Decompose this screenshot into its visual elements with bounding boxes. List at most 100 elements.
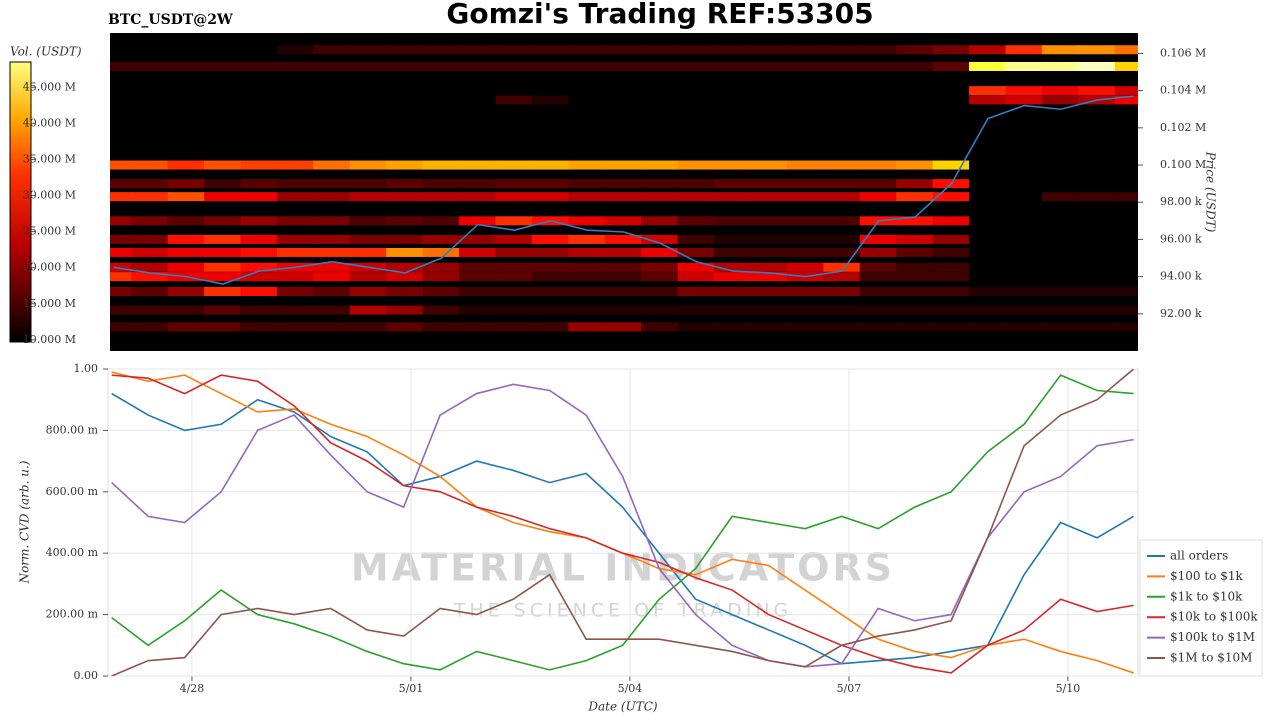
heatmap-cell: [1041, 192, 1080, 202]
heatmap-cell: [1041, 95, 1080, 105]
heatmap-cell: [641, 234, 679, 244]
heatmap-cell: [240, 305, 279, 315]
heatmap-cell: [714, 262, 752, 272]
heatmap-cell: [240, 95, 279, 105]
heatmap-cell: [786, 160, 825, 170]
heatmap-cell: [204, 272, 242, 282]
heatmap-cell: [386, 234, 424, 244]
heatmap-cell: [1041, 305, 1080, 315]
heatmap-cell: [859, 262, 898, 272]
heatmap-cell: [531, 45, 570, 55]
x-tick-label: 5/10: [1056, 682, 1081, 695]
heatmap-cell: [131, 192, 169, 202]
legend-label: $10k to $100k: [1170, 610, 1258, 624]
heatmap-cell: [386, 216, 424, 226]
heatmap-cell: [531, 179, 570, 189]
heatmap-cell: [568, 216, 607, 226]
heatmap-cell: [276, 61, 315, 71]
heatmap-cell: [714, 322, 752, 332]
heatmap-cell: [568, 61, 607, 71]
heatmap-cell: [131, 95, 169, 105]
heatmap-cell: [896, 86, 934, 96]
heatmap-cell: [750, 160, 789, 170]
heatmap-cell: [823, 272, 862, 282]
heatmap-cell: [896, 247, 934, 257]
heatmap-cell: [1041, 86, 1080, 96]
heatmap-cell: [568, 322, 607, 332]
y-axis-label: Price (USDT): [1204, 151, 1218, 233]
heatmap-cell: [313, 95, 352, 105]
y-tick-label: 600.00 m: [46, 485, 99, 498]
heatmap-cell: [167, 61, 206, 71]
heatmap-cell: [786, 234, 825, 244]
heatmap-cell: [714, 247, 752, 257]
heatmap-cell: [313, 272, 352, 282]
heatmap-cell: [604, 234, 643, 244]
heatmap-cell: [1005, 247, 1044, 257]
heatmap-cell: [131, 216, 169, 226]
heatmap-cell: [714, 86, 752, 96]
heatmap-cell: [823, 234, 862, 244]
heatmap-cell: [276, 286, 315, 296]
heatmap-cell: [932, 322, 971, 332]
heatmap-cell: [604, 286, 643, 296]
heatmap-cell: [750, 305, 789, 315]
heatmap-cell: [531, 234, 570, 244]
heatmap-cell: [131, 160, 169, 170]
heatmap-cell: [1078, 61, 1117, 71]
heatmap-cell: [422, 305, 461, 315]
heatmap-cell: [641, 160, 679, 170]
heatmap-cell: [131, 272, 169, 282]
price-line: [113, 95, 1134, 285]
heatmap-cell: [422, 216, 461, 226]
heatmap-cell: [1005, 61, 1044, 71]
legend-label: $1k to $10k: [1170, 589, 1243, 603]
heatmap-cell: [422, 160, 461, 170]
heatmap-cell: [641, 272, 679, 282]
heatmap-cell: [823, 247, 862, 257]
heatmap-cell: [1041, 61, 1080, 71]
y-tick-label: 96.00 k: [1160, 232, 1202, 245]
heatmap-cell: [167, 160, 206, 170]
heatmap-cell: [568, 262, 607, 272]
legend: [1139, 539, 1263, 677]
lines: [111, 369, 1135, 676]
heatmap-cell: [969, 45, 1007, 55]
y-tick-label: 400.00 m: [46, 546, 99, 559]
heatmap-cell: [167, 286, 206, 296]
heatmap-cell: [1114, 160, 1138, 170]
heatmap-cell: [1005, 192, 1044, 202]
y-tick-label: 800.00 m: [46, 423, 99, 436]
heatmap-cell: [1005, 262, 1044, 272]
heatmap-cell: [495, 286, 534, 296]
heatmap-cell: [240, 247, 279, 257]
heatmap-cell: [422, 272, 461, 282]
heatmap-cell: [677, 216, 716, 226]
heatmap-cell: [568, 160, 607, 170]
heatmap-cell: [422, 247, 461, 257]
heatmap-cell: [276, 45, 315, 55]
heatmap-cell: [531, 192, 570, 202]
heatmap-cell: [459, 192, 497, 202]
heatmap-cell: [1114, 305, 1138, 315]
heatmap-cell: [604, 322, 643, 332]
page-title: Gomzi's Trading REF:53305: [446, 0, 873, 30]
heatmap-cell: [568, 305, 607, 315]
heatmap-cell: [714, 272, 752, 282]
heatmap-cell: [313, 247, 352, 257]
heatmap-cell: [677, 86, 716, 96]
heatmap-cell: [167, 305, 206, 315]
heatmap-cell: [495, 192, 534, 202]
heatmap-cell: [495, 305, 534, 315]
heatmap-cell: [1078, 179, 1117, 189]
heatmap-cell: [823, 286, 862, 296]
heatmap-cell: [1005, 216, 1044, 226]
heatmap-cell: [495, 272, 534, 282]
heatmap-cell: [110, 247, 133, 257]
heatmap-cell: [1114, 234, 1138, 244]
heatmap-cell: [714, 160, 752, 170]
y-tick-label: 1.00: [74, 362, 99, 375]
heatmap-cell: [167, 262, 206, 272]
heatmap-cell: [495, 216, 534, 226]
heatmap-cell: [495, 86, 534, 96]
